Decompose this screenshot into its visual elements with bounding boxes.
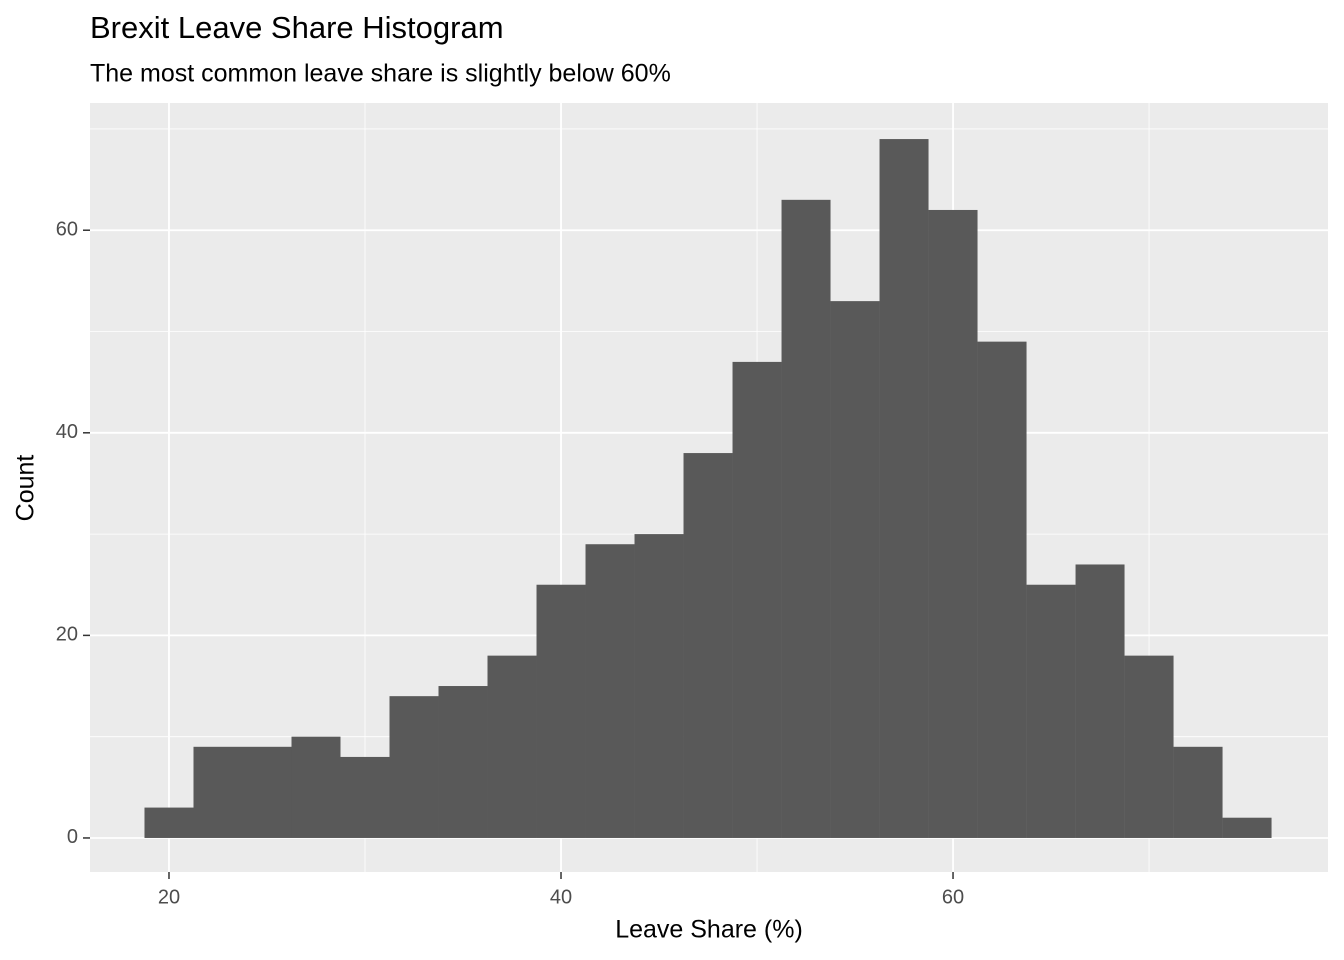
bar <box>781 199 831 838</box>
bar <box>1124 655 1174 838</box>
y-tick-label: 20 <box>56 624 78 646</box>
y-tick-label: 60 <box>56 219 78 241</box>
bar <box>585 544 635 838</box>
bar <box>291 736 341 838</box>
bar <box>928 209 978 838</box>
chart-subtitle: The most common leave share is slightly … <box>90 60 671 88</box>
chart-title: Brexit Leave Share Histogram <box>90 10 504 45</box>
bar <box>977 341 1027 838</box>
x-tick-label: 40 <box>550 886 572 908</box>
bar <box>193 746 243 838</box>
bar <box>732 361 782 838</box>
x-tick-label: 20 <box>158 886 180 908</box>
bar <box>1222 817 1272 838</box>
bar <box>879 139 929 838</box>
y-tick-label: 40 <box>56 421 78 443</box>
y-axis-title: Count <box>12 455 40 522</box>
x-tick-label: 60 <box>942 886 964 908</box>
bar <box>242 746 292 838</box>
bar <box>634 534 684 838</box>
x-axis-title: Leave Share (%) <box>615 916 803 944</box>
bar <box>389 696 439 838</box>
bar <box>683 453 733 838</box>
bar <box>1075 564 1125 838</box>
bar <box>1173 746 1223 838</box>
bar <box>487 655 537 838</box>
bar <box>536 584 586 838</box>
y-tick-label: 0 <box>67 826 78 848</box>
bar <box>340 756 390 838</box>
bar <box>438 686 488 838</box>
bar <box>1026 584 1076 838</box>
bar <box>830 301 880 838</box>
bar <box>144 807 194 838</box>
